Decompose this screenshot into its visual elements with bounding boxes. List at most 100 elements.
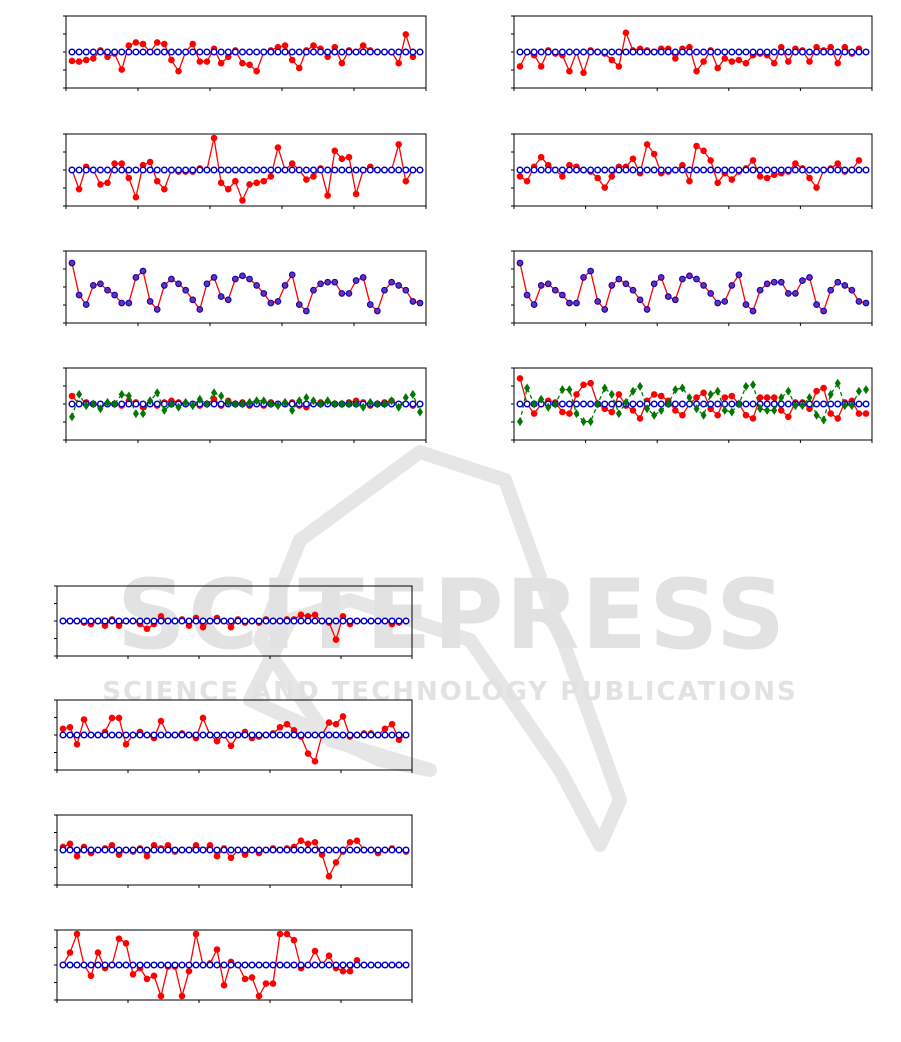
data-point-blue: [601, 306, 609, 313]
data-point-blue: [416, 48, 424, 56]
data-point-blue: [281, 282, 289, 289]
data-point-blue: [749, 48, 757, 56]
data-point-red: [352, 190, 360, 198]
data-point-red: [806, 58, 813, 65]
data-point-blue: [189, 296, 197, 304]
data-point-red: [168, 56, 175, 64]
data-point-blue: [224, 48, 232, 56]
data-point-blue: [122, 961, 130, 969]
data-point-red: [622, 29, 630, 37]
data-point-blue: [402, 617, 410, 625]
data-point-red: [115, 935, 123, 942]
data-point-blue: [523, 48, 531, 56]
data-point-blue: [115, 846, 123, 854]
data-point-blue: [283, 961, 291, 969]
data-point-red: [217, 179, 225, 187]
data-point-blue: [73, 617, 81, 625]
data-point-blue: [580, 48, 588, 56]
data-point-blue: [353, 617, 361, 625]
data-point-red: [516, 63, 524, 70]
data-point-blue: [763, 48, 771, 56]
data-point-blue: [331, 278, 339, 286]
data-point-blue: [791, 166, 799, 174]
data-point-red: [311, 838, 319, 846]
data-point-red: [146, 158, 154, 166]
data-point-green: [855, 386, 862, 396]
data-point-blue: [692, 48, 701, 56]
data-point-red: [246, 181, 253, 188]
data-point-green: [182, 397, 189, 407]
data-point-blue: [82, 301, 90, 308]
data-point-blue: [650, 400, 658, 408]
data-point-blue: [122, 846, 130, 854]
data-point-red: [122, 940, 130, 947]
data-point-blue: [302, 166, 310, 174]
data-point-blue: [224, 296, 232, 304]
data-point-red: [125, 42, 133, 49]
data-point-red: [199, 714, 207, 722]
data-point-red: [339, 713, 347, 720]
data-point-blue: [171, 961, 179, 969]
data-point-blue: [784, 166, 792, 174]
data-point-blue: [171, 731, 179, 739]
data-point-green: [538, 394, 545, 404]
data-point-blue: [281, 166, 289, 174]
data-point-blue: [657, 166, 665, 174]
data-point-green: [353, 399, 360, 409]
data-point-red: [700, 389, 707, 397]
data-point-blue: [295, 301, 303, 308]
data-point-green: [531, 399, 538, 409]
data-point-blue: [59, 731, 67, 739]
data-point-blue: [185, 731, 193, 739]
data-point-blue: [227, 617, 235, 625]
data-point-blue: [192, 961, 200, 969]
data-point-blue: [332, 961, 340, 969]
data-point-green: [118, 389, 125, 399]
data-point-blue: [601, 400, 609, 408]
data-point-blue: [587, 267, 594, 275]
data-point-blue: [516, 166, 524, 174]
data-point-green: [395, 402, 402, 412]
data-point-blue: [241, 846, 249, 854]
data-point-blue: [224, 166, 232, 174]
data-point-blue: [167, 48, 175, 56]
data-point-green: [76, 389, 83, 399]
data-point-green: [728, 407, 735, 417]
data-point-red: [66, 723, 74, 731]
data-point-blue: [255, 617, 263, 625]
data-point-blue: [402, 286, 410, 294]
data-point-green: [345, 399, 352, 409]
data-point-blue: [192, 731, 200, 739]
data-point-blue: [150, 846, 158, 854]
data-point-blue: [118, 400, 126, 408]
data-point-red: [248, 974, 256, 981]
data-point-blue: [629, 48, 637, 56]
data-point-blue: [196, 306, 204, 313]
data-point-red: [324, 192, 331, 199]
data-point-blue: [402, 961, 410, 969]
data-point-blue: [164, 961, 172, 969]
data-point-blue: [115, 617, 123, 625]
data-point-blue: [679, 275, 686, 283]
data-point-blue: [253, 166, 261, 174]
data-point-blue: [267, 166, 275, 174]
data-point-red: [178, 992, 186, 1000]
data-point-blue: [80, 846, 88, 854]
data-point-red: [629, 407, 637, 414]
data-point-red: [199, 623, 207, 631]
data-point-blue: [523, 400, 531, 408]
data-point-blue: [721, 298, 729, 305]
plot-area: [516, 259, 870, 315]
data-point-blue: [220, 961, 228, 969]
data-point-red: [693, 142, 700, 150]
data-point-blue: [346, 961, 354, 969]
data-point-red: [150, 972, 158, 980]
data-point-blue: [742, 400, 750, 408]
data-point-blue: [178, 846, 186, 854]
data-point-blue: [338, 48, 346, 56]
data-point-blue: [318, 846, 326, 854]
data-point-blue: [227, 731, 235, 739]
data-point-blue: [164, 617, 172, 625]
data-point-green: [360, 402, 367, 412]
data-point-blue: [274, 298, 282, 305]
